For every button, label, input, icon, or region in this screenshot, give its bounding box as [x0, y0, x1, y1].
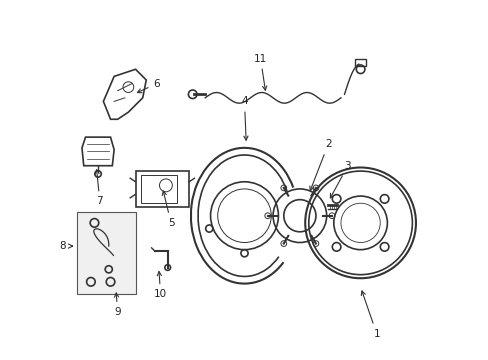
Text: 2: 2 — [309, 139, 331, 190]
Text: 8: 8 — [59, 241, 72, 251]
Text: 4: 4 — [241, 96, 247, 140]
Text: 9: 9 — [114, 293, 121, 317]
Text: 7: 7 — [95, 170, 103, 206]
Text: 1: 1 — [361, 291, 379, 339]
Bar — [135, 171, 189, 207]
Text: 11: 11 — [253, 54, 266, 90]
Bar — [77, 212, 135, 294]
Text: 6: 6 — [137, 78, 160, 93]
Text: 5: 5 — [162, 191, 174, 228]
Text: 10: 10 — [154, 271, 167, 299]
Text: 3: 3 — [330, 161, 350, 198]
Bar — [141, 175, 176, 203]
